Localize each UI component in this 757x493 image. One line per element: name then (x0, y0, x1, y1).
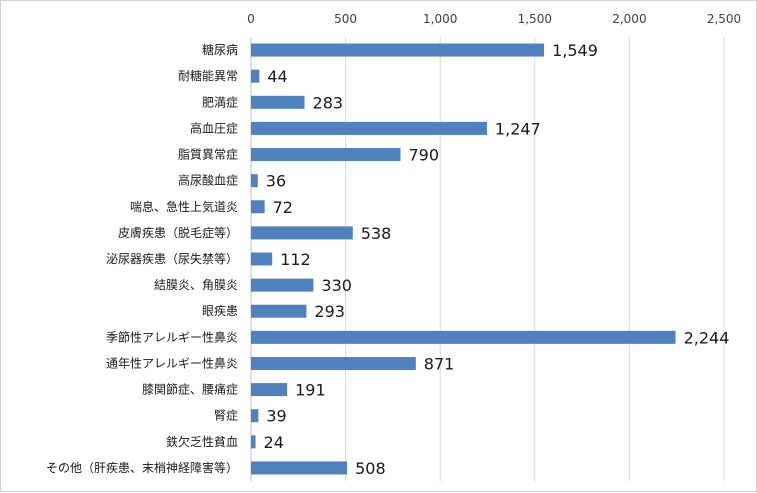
x-tick-label: 2,000 (612, 12, 646, 26)
data-label: 1,549 (552, 41, 598, 60)
category-label: 耐糖能異常 (178, 68, 238, 83)
bar (251, 200, 265, 214)
bar (251, 226, 353, 240)
bars (251, 43, 676, 475)
data-label: 44 (267, 67, 287, 86)
bar (251, 69, 260, 83)
bar (251, 383, 288, 397)
category-label: その他（肝疾患、末梢神経障害等） (46, 460, 238, 475)
data-label: 72 (273, 198, 293, 217)
bar (251, 148, 401, 162)
bar (251, 43, 545, 57)
data-label: 36 (266, 172, 286, 191)
bar (251, 174, 258, 188)
category-label: 糖尿病 (202, 42, 238, 57)
data-label: 39 (266, 407, 286, 426)
category-labels: 糖尿病耐糖能異常肥満症高血圧症脂質異常症高尿酸血症喘息、急性上気道炎皮膚疾患（脱… (46, 42, 238, 475)
data-label: 283 (313, 93, 344, 112)
bar (251, 121, 487, 135)
category-label: 皮膚疾患（脱毛症等） (118, 225, 238, 240)
category-label: 通年性アレルギー性鼻炎 (106, 355, 238, 370)
x-axis-ticks: 0 500 1,000 1,500 2,000 2,500 (247, 12, 741, 26)
category-label: 泌尿器疾患（尿失禁等） (106, 251, 238, 266)
x-tick-label: 1,500 (518, 12, 552, 26)
data-label: 24 (264, 433, 284, 452)
data-labels: 1,549 44 283 1,247 790 36 72 538 112 330 293 2,244 8… (264, 41, 730, 478)
x-tick-label: 2,500 (707, 12, 741, 26)
data-label: 330 (321, 276, 352, 295)
data-label: 2,244 (684, 328, 730, 347)
data-label: 538 (361, 224, 392, 243)
category-label: 肥満症 (202, 94, 238, 109)
category-label: 季節性アレルギー性鼻炎 (106, 329, 238, 344)
data-label: 112 (280, 250, 311, 269)
bar (251, 252, 273, 266)
bar (251, 461, 348, 475)
category-label: 眼疾患 (202, 303, 238, 318)
data-label: 790 (408, 146, 439, 165)
bar (251, 95, 305, 109)
x-tick-label: 1,000 (423, 12, 457, 26)
category-label: 脂質異常症 (178, 147, 238, 162)
bar (251, 330, 676, 344)
category-label: 膝関節症、腰痛症 (142, 382, 238, 397)
data-label: 1,247 (495, 119, 541, 138)
category-label: 高尿酸血症 (178, 173, 238, 188)
data-label: 871 (424, 354, 455, 373)
bar (251, 409, 259, 423)
data-label: 293 (314, 302, 345, 321)
x-tick-label: 500 (334, 12, 357, 26)
category-label: 結膜炎、角膜炎 (154, 278, 238, 292)
category-label: 喘息、急性上気道炎 (130, 199, 238, 214)
x-tick-label: 0 (247, 12, 255, 26)
bar (251, 435, 256, 449)
data-label: 191 (295, 381, 326, 400)
category-label: 鉄欠乏性貧血 (166, 434, 238, 449)
data-label: 508 (355, 459, 386, 478)
bar (251, 356, 416, 370)
category-label: 高血圧症 (190, 120, 238, 135)
category-label: 腎症 (214, 408, 238, 423)
bar (251, 278, 314, 292)
bar (251, 304, 307, 318)
